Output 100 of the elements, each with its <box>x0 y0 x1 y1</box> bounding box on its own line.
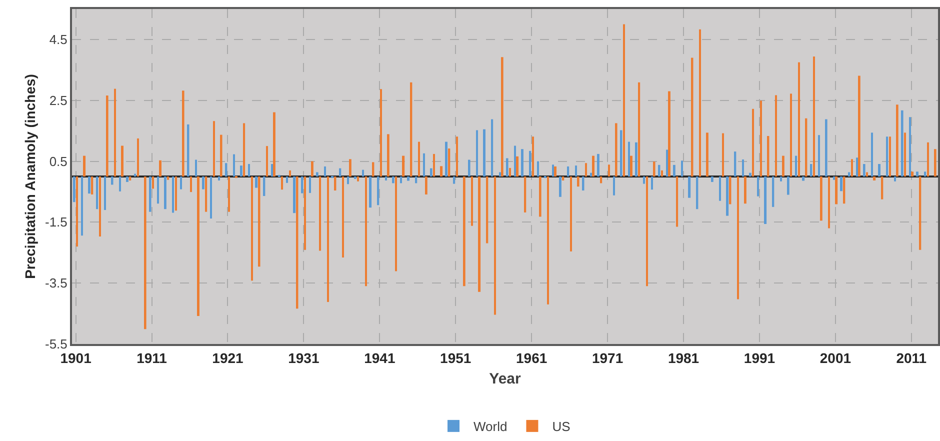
bar <box>197 176 200 316</box>
bar <box>81 176 83 236</box>
x-tick-label: 1961 <box>516 350 548 366</box>
bar <box>190 176 192 192</box>
bar <box>369 176 372 208</box>
bar <box>91 176 94 194</box>
bar <box>395 176 397 272</box>
bar <box>121 146 124 176</box>
bar <box>152 176 154 189</box>
y-tick-label: 2.5 <box>49 92 68 108</box>
bar <box>919 176 922 250</box>
y-tick-label: 4.5 <box>49 32 68 47</box>
bar <box>486 176 488 244</box>
bar <box>167 176 170 180</box>
bar <box>293 176 296 214</box>
bar <box>349 159 352 176</box>
bar <box>775 95 777 176</box>
bar <box>734 152 736 176</box>
bar <box>425 176 428 194</box>
x-tick-label: 1931 <box>288 350 320 366</box>
bar <box>835 176 838 204</box>
bar <box>410 82 412 176</box>
bar <box>387 134 390 176</box>
bar <box>737 176 739 300</box>
bar <box>309 176 311 193</box>
y-tick-label: -3.5 <box>44 276 68 291</box>
bar <box>911 172 914 176</box>
bar <box>635 142 638 176</box>
legend-label: World <box>474 419 508 434</box>
bar <box>392 176 394 184</box>
bar <box>871 132 873 176</box>
bar <box>782 156 784 176</box>
bar <box>873 176 876 180</box>
bar <box>243 123 246 176</box>
bar <box>159 160 162 176</box>
bar <box>362 170 364 176</box>
bar <box>240 166 242 176</box>
bar <box>316 172 318 176</box>
bar <box>630 156 632 176</box>
bar <box>377 176 380 206</box>
bar <box>676 176 678 227</box>
bar <box>858 76 860 176</box>
bar <box>795 156 797 176</box>
bar <box>547 176 549 304</box>
bar <box>848 172 850 176</box>
bar <box>271 164 273 176</box>
bar <box>187 124 190 176</box>
bar <box>790 94 792 176</box>
bar <box>681 160 683 176</box>
bar <box>539 176 542 217</box>
bar <box>106 95 108 176</box>
bar <box>114 88 116 176</box>
x-tick-label: 2001 <box>820 350 852 366</box>
bar <box>927 142 929 176</box>
y-tick-label: -1.5 <box>44 214 68 230</box>
bar <box>757 176 759 196</box>
bar <box>499 172 501 176</box>
bar <box>134 174 136 176</box>
bar <box>749 172 752 176</box>
bar <box>182 90 184 176</box>
bar <box>172 176 174 213</box>
bar <box>909 117 911 176</box>
bar <box>423 153 425 176</box>
bar <box>661 170 663 176</box>
bar <box>463 176 466 286</box>
bar <box>514 146 516 176</box>
bar <box>407 176 410 181</box>
bar <box>699 29 701 176</box>
bar <box>372 162 374 176</box>
bar <box>301 176 304 194</box>
bar <box>575 166 577 176</box>
bar <box>255 176 258 188</box>
bar <box>144 176 146 330</box>
bar <box>924 172 926 176</box>
bar <box>263 176 266 196</box>
bar <box>590 172 592 176</box>
bar <box>615 123 618 176</box>
bar <box>764 176 767 224</box>
bar <box>365 176 367 286</box>
legend-label: US <box>552 419 571 434</box>
bar <box>651 176 653 190</box>
bar <box>851 159 853 176</box>
x-tick-label: 1951 <box>440 350 472 366</box>
bar <box>600 176 602 184</box>
bar <box>83 156 86 176</box>
x-tick-label: 1901 <box>60 350 92 366</box>
x-axis-title: Year <box>489 370 522 388</box>
bar <box>385 176 387 180</box>
bar <box>342 176 344 258</box>
bar <box>719 176 721 201</box>
bar <box>772 176 774 207</box>
bar <box>653 162 656 176</box>
x-tick-label: 1991 <box>744 350 776 366</box>
bar <box>840 176 843 192</box>
bar <box>210 176 212 219</box>
bar <box>752 108 754 176</box>
bar <box>896 104 898 176</box>
bar <box>722 133 724 176</box>
bar <box>787 176 790 195</box>
bar <box>711 176 714 182</box>
